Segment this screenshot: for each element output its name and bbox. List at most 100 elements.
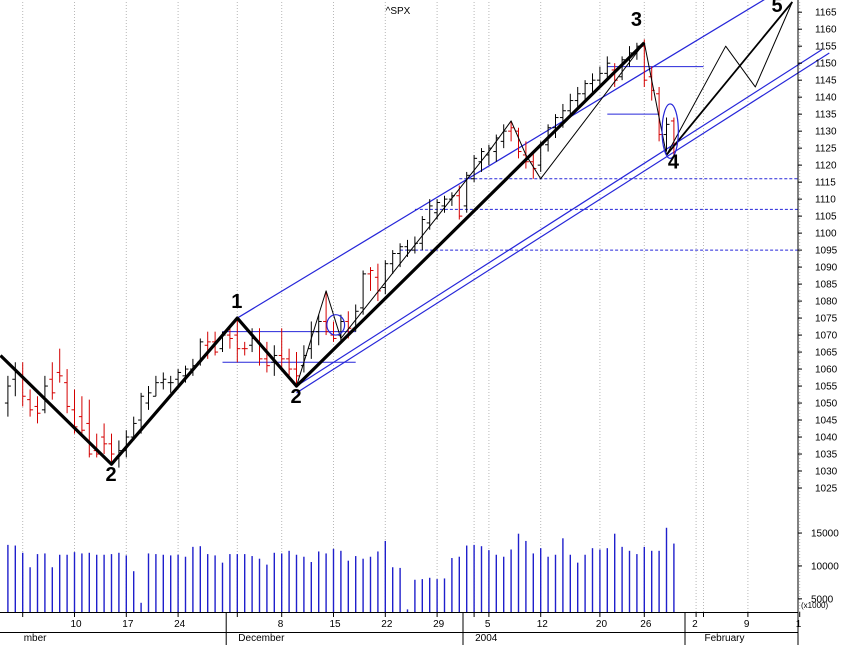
ohlc-bar bbox=[589, 73, 596, 94]
level-layer bbox=[222, 66, 798, 363]
date-tick-label: February bbox=[705, 633, 745, 644]
date-tick-label: 8 bbox=[278, 619, 284, 630]
price-tick-label: 1060 bbox=[815, 365, 838, 376]
ohlc-bar bbox=[41, 375, 48, 414]
wave-label: 1 bbox=[231, 291, 242, 313]
price-tick-label: 1090 bbox=[815, 263, 838, 274]
price-tick-label: 1140 bbox=[815, 93, 837, 104]
elliott-wave-path bbox=[665, 1, 793, 156]
price-tick-label: 1095 bbox=[815, 246, 838, 257]
ohlc-bar bbox=[160, 372, 167, 390]
volume-multiplier-label: (x1000) bbox=[801, 601, 828, 610]
date-tick-label: mber bbox=[24, 633, 47, 644]
ohlc-bar bbox=[315, 314, 322, 346]
ohlc-bar bbox=[663, 117, 670, 152]
price-tick-label: 1080 bbox=[815, 297, 838, 308]
ohlc-bar bbox=[86, 399, 93, 458]
price-tick-label: 1050 bbox=[815, 399, 838, 410]
price-tick-label: 1125 bbox=[815, 144, 837, 155]
ohlc-bar bbox=[49, 362, 56, 400]
price-tick-label: 1075 bbox=[815, 314, 838, 325]
price-tick-label: 1145 bbox=[815, 76, 837, 87]
ohlc-bar bbox=[382, 260, 389, 295]
ohlc-bar bbox=[19, 362, 26, 407]
price-tick-label: 1115 bbox=[815, 178, 836, 189]
ohlc-bar bbox=[175, 369, 182, 387]
ohlc-bar bbox=[286, 348, 293, 376]
trend-channel-line bbox=[296, 49, 823, 387]
elliott-wave-path bbox=[296, 1, 793, 387]
ohlc-bar bbox=[34, 396, 41, 424]
wave-label: 2 bbox=[291, 386, 302, 408]
ohlc-bar bbox=[101, 423, 108, 455]
date-tick-label: 10 bbox=[71, 619, 83, 630]
price-tick-label: 1160 bbox=[815, 25, 837, 36]
ohlc-bar bbox=[108, 433, 115, 465]
ohlc-bar bbox=[234, 318, 241, 363]
price-tick-label: 1065 bbox=[815, 348, 838, 359]
ohlc-bar bbox=[463, 171, 470, 213]
ohlc-bar bbox=[263, 341, 270, 373]
wave-label: 2 bbox=[106, 464, 117, 486]
ohlc-bar bbox=[604, 56, 611, 81]
price-tick-label: 1130 bbox=[815, 127, 837, 138]
ohlc-bar bbox=[56, 348, 63, 383]
ellipse-layer bbox=[326, 103, 679, 336]
price-tick-label: 1110 bbox=[815, 195, 836, 206]
price-tick-label: 1070 bbox=[815, 331, 838, 342]
price-tick-label: 1120 bbox=[815, 161, 837, 172]
volume-tick-label: 15000 bbox=[811, 529, 839, 540]
ohlc-bar bbox=[389, 250, 396, 274]
ohlc-bar bbox=[241, 341, 248, 356]
ohlc-bar bbox=[138, 392, 145, 434]
ohlc-bar bbox=[360, 270, 367, 315]
volume-tick-label: 5000 bbox=[811, 594, 834, 605]
price-tick-label: 1055 bbox=[815, 382, 838, 393]
date-tick-label: 9 bbox=[744, 619, 750, 630]
ohlc-bar bbox=[27, 389, 34, 417]
date-tick-label: 2 bbox=[692, 619, 698, 630]
ohlc-bar bbox=[64, 369, 71, 414]
chart-title: ^SPX bbox=[386, 6, 411, 17]
ohlc-bar bbox=[441, 195, 448, 213]
ohlc-bar bbox=[596, 66, 603, 87]
date-tick-label: 17 bbox=[122, 619, 134, 630]
grid-layer bbox=[22, 2, 801, 612]
date-tick-label: 22 bbox=[381, 619, 393, 630]
ohlc-bar bbox=[4, 375, 11, 417]
ohlc-bar bbox=[552, 114, 559, 138]
ohlc-bar bbox=[456, 185, 463, 220]
date-tick-label: 24 bbox=[174, 619, 186, 630]
ohlc-bar bbox=[471, 154, 478, 183]
wave-layer bbox=[0, 1, 793, 466]
wave-label: 5 bbox=[772, 0, 783, 17]
date-tick-label: 15 bbox=[330, 619, 342, 630]
price-tick-label: 1165 bbox=[815, 8, 837, 19]
ohlc-bar bbox=[426, 199, 433, 230]
price-tick-label: 1150 bbox=[815, 59, 837, 70]
ohlc-bar bbox=[145, 386, 152, 410]
ohlc-bar bbox=[308, 321, 315, 359]
date-tick-label: 1 bbox=[796, 619, 802, 630]
price-tick-label: 1035 bbox=[815, 450, 838, 461]
trend-channel-line bbox=[236, 0, 765, 319]
highlight-ellipse bbox=[661, 103, 679, 159]
ohlc-bar bbox=[167, 375, 174, 393]
date-tick-label: 12 bbox=[537, 619, 549, 630]
date-tick-label: 5 bbox=[485, 619, 491, 630]
date-tick-label: December bbox=[238, 633, 285, 644]
price-tick-label: 1025 bbox=[815, 484, 838, 495]
price-tick-label: 1155 bbox=[815, 42, 837, 53]
ohlc-bar bbox=[374, 263, 381, 302]
price-tick-label: 1030 bbox=[815, 467, 838, 478]
highlight-ellipse bbox=[326, 314, 346, 336]
ohlc-bar bbox=[293, 352, 300, 387]
date-tick-label: 29 bbox=[433, 619, 445, 630]
ohlc-bar bbox=[619, 56, 626, 81]
bars-layer bbox=[4, 39, 677, 468]
ohlc-bar bbox=[152, 375, 159, 397]
ohlc-bar bbox=[582, 80, 589, 101]
ohlc-bar bbox=[478, 148, 485, 172]
date-tick-label: 2004 bbox=[475, 633, 498, 644]
